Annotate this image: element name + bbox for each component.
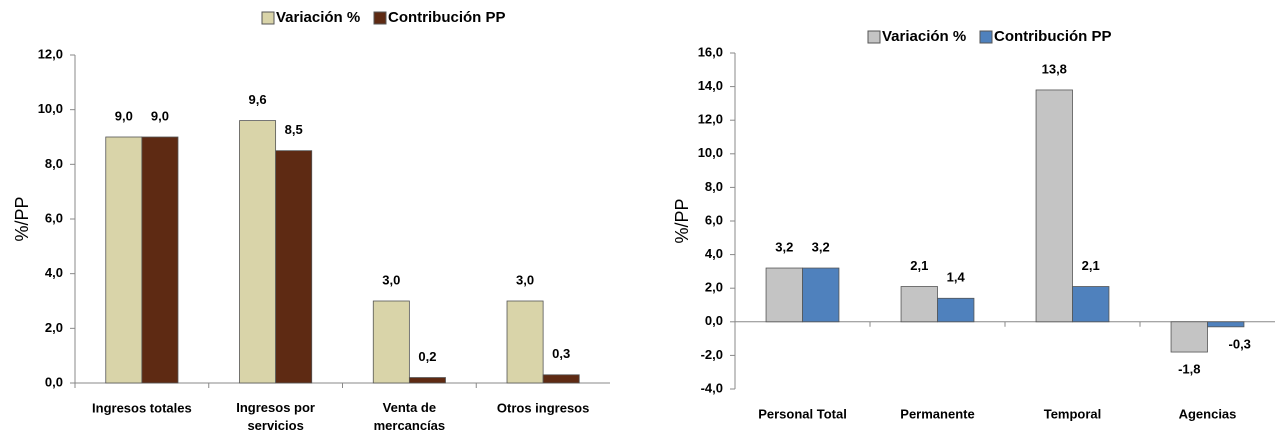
bar	[372, 300, 410, 384]
x-tick-label: Ingresos por servicios	[236, 400, 315, 433]
y-tick-label: 4,0	[45, 265, 63, 280]
bar	[802, 267, 840, 323]
y-axis-title: %/PP	[12, 196, 32, 241]
legend-swatch	[373, 11, 387, 25]
legend-label: Contribución PP	[388, 9, 506, 26]
bar	[542, 374, 580, 384]
data-label: 2,1	[910, 258, 928, 273]
legend-swatch	[979, 30, 993, 44]
bar	[105, 136, 143, 384]
y-tick-label: -2,0	[701, 347, 723, 362]
data-label: 3,0	[382, 272, 400, 287]
data-label: 9,6	[249, 92, 267, 107]
data-label: 9,0	[151, 108, 169, 123]
bar	[275, 150, 313, 384]
bar	[1170, 321, 1208, 353]
legend-label: Variación %	[882, 28, 966, 45]
data-label: 3,2	[812, 239, 830, 254]
data-label: 8,5	[285, 122, 303, 137]
bar	[408, 377, 446, 384]
y-tick-label: 8,0	[45, 156, 63, 171]
y-tick-label: 12,0	[698, 112, 723, 127]
y-tick-label: 0,0	[705, 313, 723, 328]
data-label: 2,1	[1082, 258, 1100, 273]
bar	[937, 297, 975, 323]
y-tick-label: 10,0	[38, 101, 63, 116]
data-label: -0,3	[1229, 336, 1251, 351]
data-label: 13,8	[1042, 61, 1067, 76]
legend-label: Contribución PP	[994, 28, 1112, 45]
y-tick-label: 6,0	[45, 210, 63, 225]
y-tick-label: 0,0	[45, 374, 63, 389]
x-tick-label: Temporal	[1044, 406, 1102, 421]
bar	[1035, 89, 1073, 323]
data-label: 3,0	[516, 272, 534, 287]
bar	[765, 267, 803, 323]
y-tick-label: 4,0	[705, 246, 723, 261]
data-label: 9,0	[115, 108, 133, 123]
data-label: 0,2	[418, 349, 436, 364]
x-tick-label: Permanente	[900, 406, 974, 421]
x-tick-label: Agencias	[1179, 406, 1237, 421]
y-tick-label: 10,0	[698, 145, 723, 160]
data-label: 0,3	[552, 346, 570, 361]
data-label: -1,8	[1178, 361, 1200, 376]
legend-label: Variación %	[276, 9, 360, 26]
y-tick-label: 8,0	[705, 179, 723, 194]
y-axis-title: %/PP	[672, 198, 692, 243]
data-label: 3,2	[775, 239, 793, 254]
data-label: 1,4	[947, 270, 966, 285]
bar	[1207, 321, 1245, 328]
bar	[239, 120, 277, 384]
y-tick-label: 12,0	[38, 46, 63, 61]
y-tick-label: -4,0	[701, 380, 723, 395]
y-tick-label: 14,0	[698, 78, 723, 93]
legend-swatch	[867, 30, 881, 44]
bar	[900, 286, 938, 323]
bar	[141, 136, 179, 384]
x-tick-label: Ingresos totales	[92, 400, 192, 415]
y-tick-label: 2,0	[45, 320, 63, 335]
x-tick-label: Otros ingresos	[497, 400, 589, 415]
y-tick-label: 16,0	[698, 44, 723, 59]
bar	[506, 300, 544, 384]
y-tick-label: 2,0	[705, 280, 723, 295]
x-tick-label: Personal Total	[758, 406, 847, 421]
x-tick-label: Venta de mercancías	[374, 400, 446, 433]
legend-swatch	[261, 11, 275, 25]
bar	[1072, 286, 1110, 323]
y-tick-label: 6,0	[705, 212, 723, 227]
